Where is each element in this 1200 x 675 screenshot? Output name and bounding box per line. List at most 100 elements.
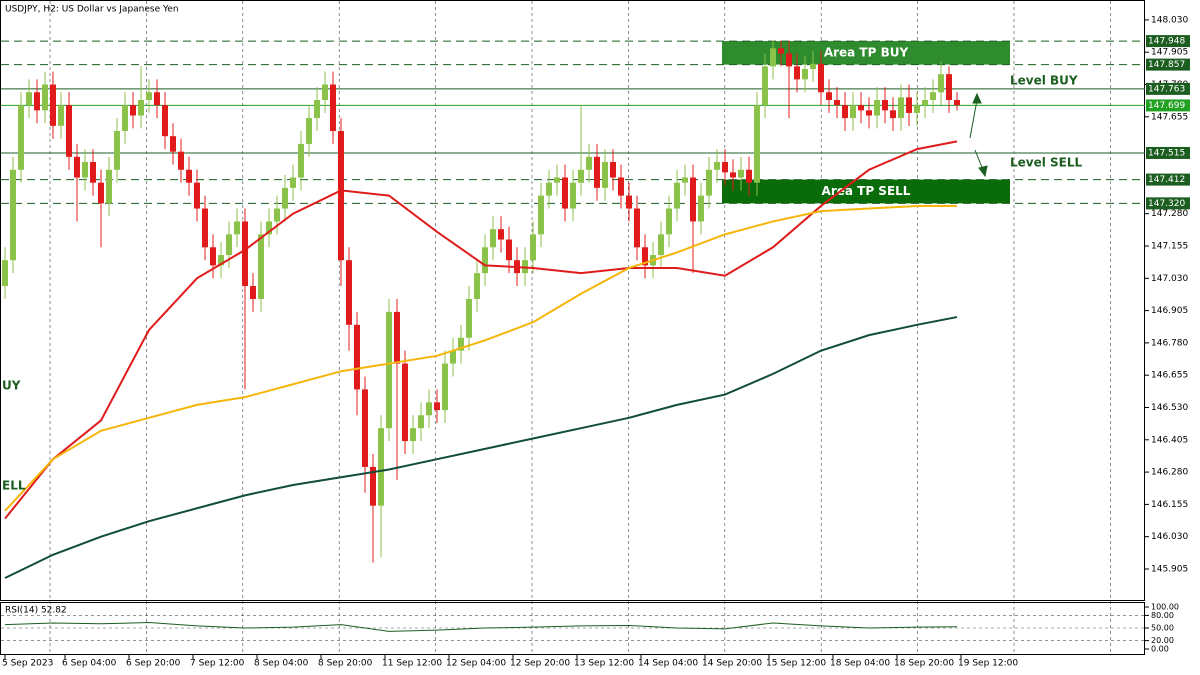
candle-body (322, 84, 328, 100)
rsi-tick-label: 50.00 (1151, 624, 1174, 633)
x-tick-label: 18 Sep 04:00 (830, 659, 890, 669)
candle-body (570, 182, 576, 209)
candle-body (226, 234, 232, 256)
candle-body (442, 363, 448, 411)
candle-body (802, 68, 808, 80)
candle-body (722, 162, 728, 173)
y-tick-label: 146.530 (1151, 403, 1188, 413)
candle-body (666, 208, 672, 235)
candle-body (586, 156, 592, 170)
y-tick-label: 147.280 (1151, 209, 1188, 219)
level-label: 147.763 (1148, 84, 1185, 94)
level-label-bg (1146, 146, 1190, 159)
candle-body (58, 105, 64, 126)
y-tick-label: 146.155 (1151, 500, 1188, 510)
candle-body (202, 208, 208, 248)
zone-label: Area TP BUY (824, 45, 909, 59)
x-tick-label: 18 Sep 20:00 (894, 659, 954, 669)
candle-body (930, 92, 936, 100)
candle-body (578, 169, 584, 183)
candle-body (170, 136, 176, 152)
candle-body (706, 169, 712, 196)
x-tick-label: 13 Sep 12:00 (574, 659, 634, 669)
candle-body (114, 131, 120, 170)
candle-body (946, 74, 952, 100)
candle-body (810, 63, 816, 69)
x-tick-label: 12 Sep 20:00 (510, 659, 570, 669)
candle-body (426, 402, 432, 416)
arrow-down-head (978, 165, 988, 178)
candle-body (738, 169, 744, 178)
candle-body (746, 169, 752, 183)
candle-body (242, 221, 248, 287)
candle-body (770, 48, 776, 67)
candle-body (50, 84, 56, 126)
x-tick-label: 15 Sep 12:00 (766, 659, 826, 669)
y-tick-label: 147.155 (1151, 241, 1188, 251)
candle-body (538, 195, 544, 235)
candle-body (330, 84, 336, 132)
candle-body (34, 92, 40, 111)
candle-body (546, 182, 552, 196)
chart-title: USDJPY, H2: US Dollar vs Japanese Yen (5, 5, 179, 15)
candle-body (370, 466, 376, 506)
candle-body (394, 311, 400, 364)
annotation: UY (2, 379, 21, 393)
candle-body (730, 172, 736, 178)
y-tick-label: 147.905 (1151, 48, 1188, 58)
candle-body (258, 234, 264, 299)
candle-body (98, 182, 104, 204)
candle-body (674, 182, 680, 209)
candle-body (482, 247, 488, 274)
candle-body (178, 151, 184, 170)
candle-body (466, 298, 472, 338)
candle-body (378, 428, 384, 506)
candle-body (594, 156, 600, 188)
candle-body (250, 286, 256, 299)
candle-body (954, 100, 960, 106)
ma-line (4, 140, 958, 520)
candle-body (410, 428, 416, 442)
level-label-bg (1146, 197, 1190, 210)
x-tick-label: 6 Sep 20:00 (126, 659, 181, 669)
candle-body (274, 208, 280, 222)
candle-body (842, 105, 848, 119)
candle-body (26, 92, 32, 106)
rsi-tick-label: 80.00 (1151, 611, 1174, 620)
candle-body (866, 110, 872, 116)
candle-body (418, 415, 424, 429)
candle-body (626, 195, 632, 209)
candle-body (42, 84, 48, 111)
level-label: 147.320 (1148, 199, 1185, 209)
y-tick-label: 146.655 (1151, 371, 1188, 381)
rsi-line (4, 622, 958, 632)
candle-body (498, 229, 504, 240)
y-tick-label: 145.905 (1151, 564, 1188, 574)
rsi-tick-label: 0.00 (1151, 645, 1169, 654)
candle-body (354, 324, 360, 390)
rsi-tick-label: 20.00 (1151, 636, 1174, 645)
level-label: 147.699 (1148, 101, 1185, 111)
candle-body (266, 221, 272, 235)
x-tick-label: 6 Sep 04:00 (62, 659, 117, 669)
y-tick-label: 146.280 (1151, 468, 1188, 478)
x-tick-label: 7 Sep 12:00 (190, 659, 245, 669)
candle-body (506, 239, 512, 261)
arrows (969, 92, 988, 178)
candle-body (938, 74, 944, 93)
candle-body (458, 337, 464, 351)
candle-body (346, 260, 352, 325)
annotation: Level BUY (1010, 74, 1078, 88)
candle-body (82, 162, 88, 178)
level-label-bg (1146, 35, 1190, 48)
candle-body (18, 105, 24, 170)
candle-body (818, 63, 824, 93)
x-tick-label: 14 Sep 20:00 (702, 659, 762, 669)
x-tick-label: 12 Sep 04:00 (446, 659, 506, 669)
candle-body (474, 273, 480, 299)
rsi-tick-label: 100.00 (1151, 603, 1179, 612)
rsi-title: RSI(14) 52.82 (5, 606, 67, 616)
candle-body (826, 92, 832, 100)
candle-body (10, 169, 16, 261)
